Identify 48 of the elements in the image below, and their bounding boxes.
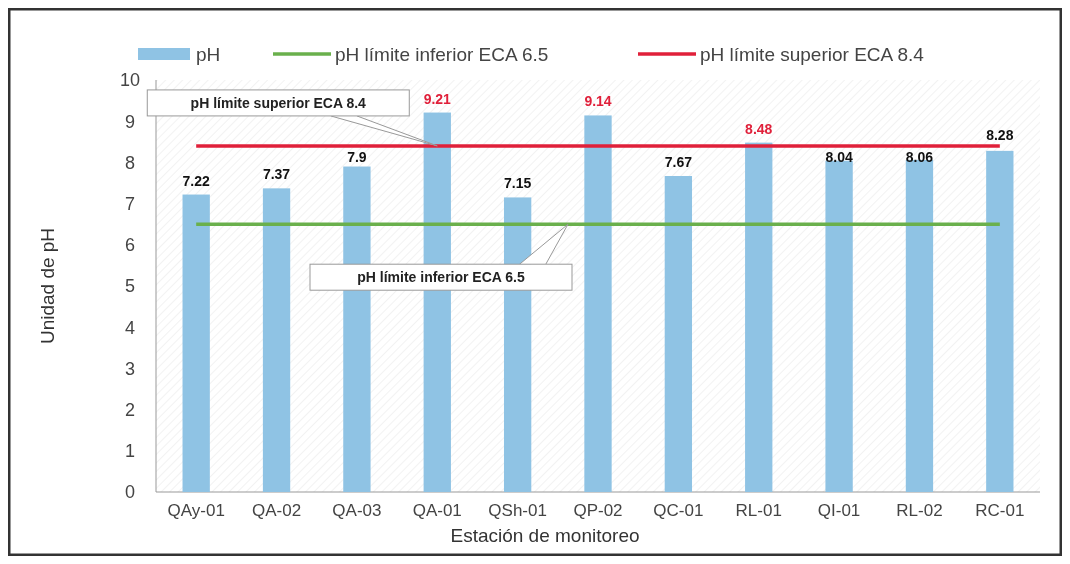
y-tick-label: 3 (124, 358, 136, 379)
annotation: pH límite superior ECA 8.4 (190, 94, 367, 111)
data-label: 9.14 (584, 93, 612, 110)
data-label: 9.21 (423, 90, 452, 107)
y-axis-title: Unidad de pH (37, 227, 58, 345)
y-tick-label: 8 (124, 152, 136, 173)
data-label: 8.48 (745, 120, 773, 137)
x-tick-label: RL-02 (896, 501, 943, 520)
legend-label: pH límite superior ECA 8.4 (700, 43, 925, 65)
bar (986, 150, 1014, 492)
x-tick-label: QA-03 (332, 501, 382, 520)
x-axis-title: Estación de monitoreo (450, 525, 640, 546)
legend-label: pH límite inferior ECA 6.5 (335, 43, 549, 65)
x-tick-label: QC-01 (653, 501, 704, 520)
data-label: 7.67 (664, 154, 693, 170)
y-tick-label: 5 (124, 276, 136, 297)
y-tick-label: 10 (119, 70, 141, 91)
x-tick-label: RC-01 (975, 501, 1025, 520)
callout-box: pH límite inferior ECA 6.5 (309, 223, 573, 291)
data-label: 8.28 (986, 126, 1014, 143)
annotation: pH límite inferior ECA 6.5 (357, 269, 525, 286)
y-tick-label: 2 (124, 399, 136, 420)
bar (584, 115, 612, 492)
data-label: 7.15 (504, 175, 532, 192)
bar (745, 142, 773, 492)
data-label: 7.9 (347, 148, 367, 165)
x-tick-label: QSh-01 (488, 501, 547, 520)
data-label: 7.22 (182, 172, 211, 189)
x-tick-label: QA-02 (251, 501, 302, 520)
y-tick-label: 1 (124, 441, 136, 462)
y-tick-label: 4 (124, 317, 136, 338)
x-tick-label: QI-01 (817, 501, 861, 520)
x-tick-label: RL-01 (735, 501, 782, 520)
y-tick-label: 7 (124, 193, 136, 214)
bar (262, 188, 291, 492)
bar (182, 194, 210, 492)
y-tick-label: 9 (124, 111, 136, 132)
x-tick-label: QAy-01 (167, 501, 225, 520)
data-label: 8.04 (825, 148, 853, 165)
y-tick-label: 0 (124, 482, 136, 503)
legend-label: pH (196, 43, 221, 65)
data-label: 7.37 (262, 166, 291, 183)
y-tick-label: 6 (124, 235, 136, 256)
bar (825, 160, 853, 492)
bar (664, 176, 693, 492)
x-tick-label: QA-01 (412, 501, 462, 520)
data-label: 8.06 (905, 148, 934, 165)
x-tick-label: QP-02 (573, 501, 623, 520)
